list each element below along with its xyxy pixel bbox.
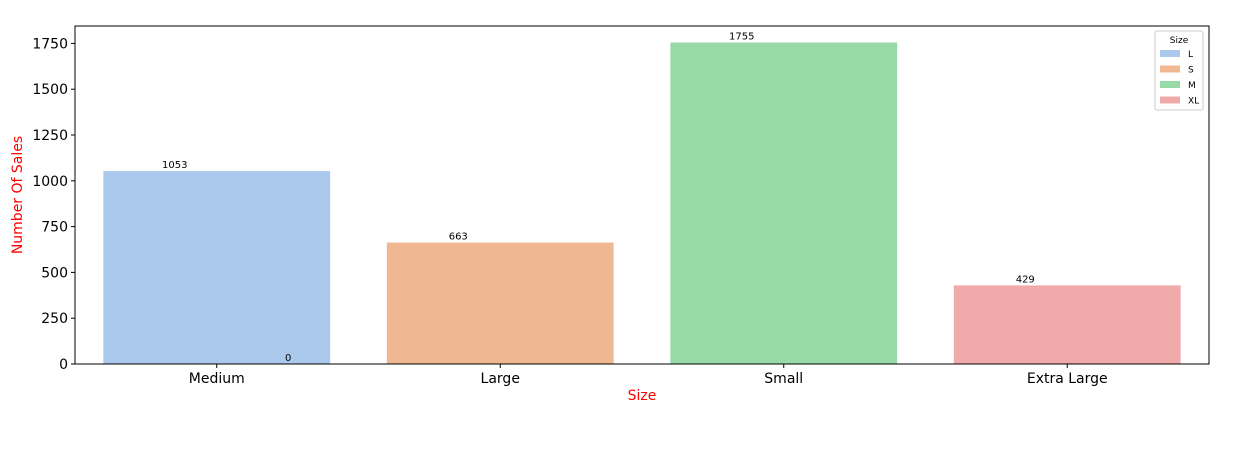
bar <box>103 171 331 364</box>
legend-swatch <box>1160 96 1180 104</box>
legend-title: Size <box>1170 36 1189 46</box>
x-tick-label: Large <box>481 371 520 387</box>
bar <box>386 242 614 364</box>
x-tick-label: Small <box>764 371 803 387</box>
plot-frame <box>74 25 1210 365</box>
bar-value-label: 663 <box>449 232 468 243</box>
bars-group <box>103 42 1181 365</box>
legend-swatch <box>1160 81 1180 88</box>
x-axis-title: Size <box>628 388 657 404</box>
legend-swatch <box>1160 50 1180 57</box>
legend-entry-label: XL <box>1188 97 1199 107</box>
bar-value-label: 1755 <box>729 31 754 42</box>
bar-value-label: 0 <box>285 353 291 364</box>
bar <box>670 42 898 365</box>
x-tick-label: Medium <box>189 371 245 387</box>
y-axis: 0 250 500 750 1000 1250 1500 1750 <box>32 36 75 373</box>
legend-entry-label: S <box>1188 66 1194 76</box>
y-tick-label: 1750 <box>32 36 68 52</box>
y-tick-label: 1250 <box>32 128 68 144</box>
bar <box>953 285 1181 364</box>
x-tick-label: Extra Large <box>1027 371 1108 387</box>
legend-entries: LSM XL <box>1160 50 1199 107</box>
y-tick-label: 1000 <box>32 174 68 190</box>
y-tick-label: 0 <box>59 357 68 373</box>
legend-entry-label: L <box>1188 50 1193 60</box>
x-axis: Medium Large Small Extra Large <box>189 364 1108 387</box>
legend-swatch <box>1160 65 1180 73</box>
bar-labels-group: 1053 663 1755 429 0 <box>162 31 1035 364</box>
y-tick-label: 1500 <box>32 82 68 98</box>
y-tick-label: 250 <box>41 311 68 327</box>
legend-entry-label: M <box>1188 81 1196 91</box>
y-tick-label: 750 <box>41 220 68 236</box>
bar-value-label: 429 <box>1016 274 1035 285</box>
legend: Size LSM XL <box>1154 30 1204 111</box>
y-axis-title: Number Of Sales <box>10 136 26 254</box>
bar-value-label: 1053 <box>162 160 187 171</box>
y-tick-label: 500 <box>41 265 68 281</box>
